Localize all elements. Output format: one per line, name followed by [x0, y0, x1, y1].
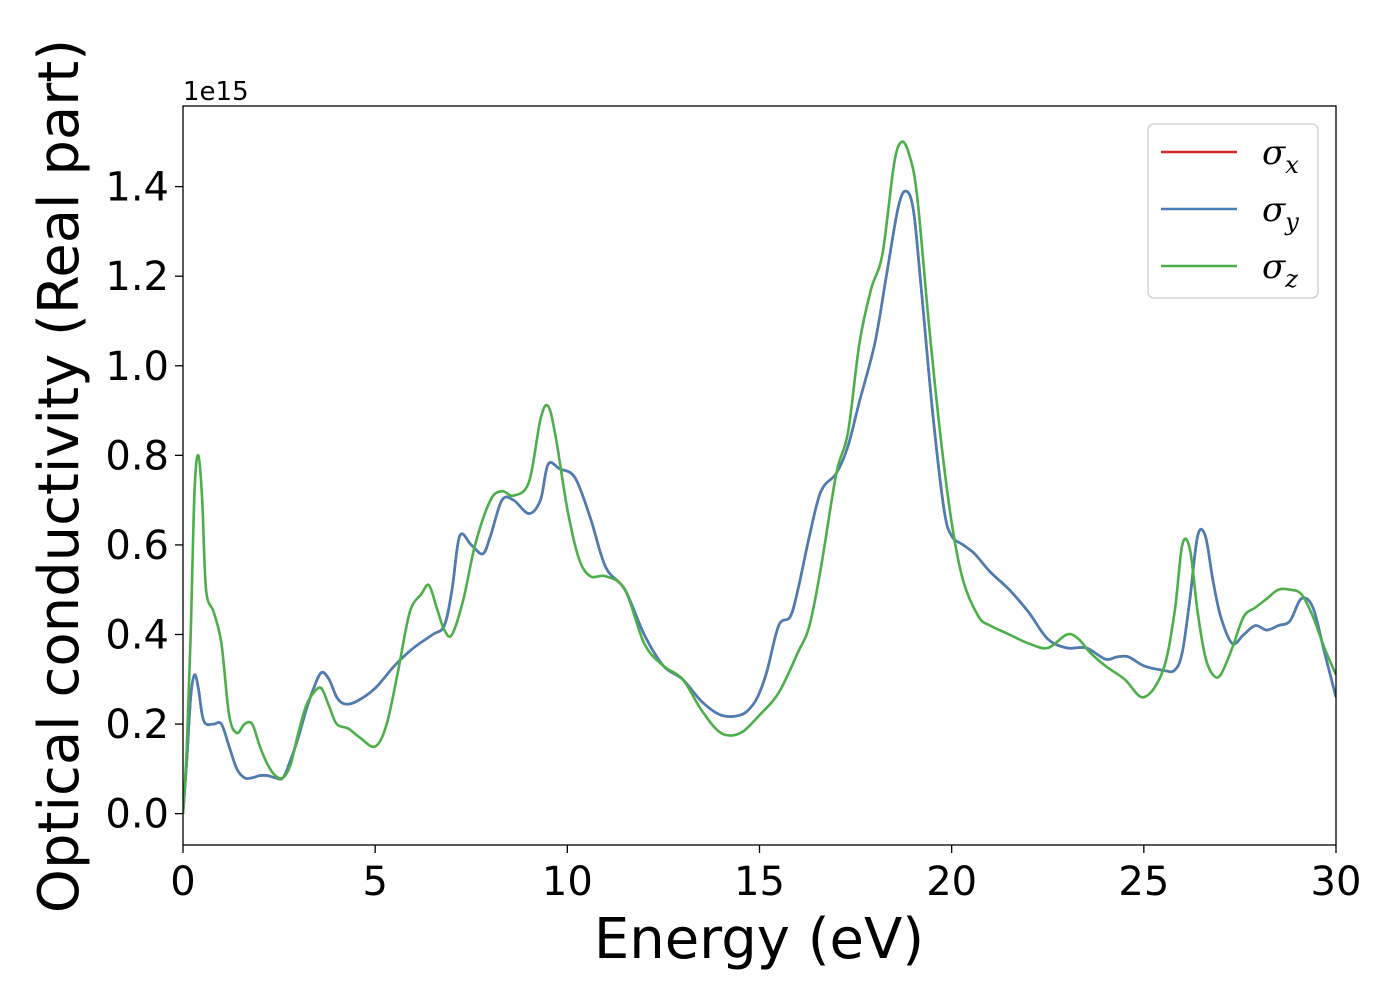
legend-symbol: σ — [1262, 133, 1286, 173]
legend-symbol: σ — [1262, 247, 1286, 287]
legend-label-y: σy — [1262, 190, 1299, 236]
x-tick-label: 25 — [1118, 859, 1169, 905]
x-tick-label: 20 — [926, 859, 977, 905]
x-tick-label: 5 — [362, 859, 387, 905]
series-line-z — [183, 140, 1336, 814]
x-tick-label: 10 — [542, 859, 593, 905]
y-axis: 0.0 0.2 0.4 0.6 0.8 1.0 1.2 1.4 — [105, 165, 183, 838]
y-tick-label: 0.0 — [105, 792, 169, 838]
y-tick-label: 0.4 — [105, 612, 169, 658]
x-axis-title: Energy (eV) — [594, 907, 924, 972]
legend-subscript: z — [1284, 265, 1298, 293]
y-axis-title: Optical conductivity (Real part) — [27, 39, 92, 913]
x-tick-label: 15 — [734, 859, 785, 905]
y-tick-label: 0.2 — [105, 702, 169, 748]
legend-label-z: σz — [1262, 247, 1298, 293]
legend-subscript: y — [1284, 208, 1299, 236]
legend-label-x: σx — [1262, 133, 1299, 179]
y-tick-label: 1.4 — [105, 165, 169, 211]
y-tick-label: 1.0 — [105, 344, 169, 390]
y-tick-label: 0.6 — [105, 523, 169, 569]
y-offset-label: 1e15 — [183, 77, 249, 107]
x-tick-label: 0 — [170, 859, 195, 905]
legend-box — [1147, 123, 1319, 299]
x-tick-label: 30 — [1311, 859, 1362, 905]
x-axis: 0 5 10 15 20 25 30 — [170, 845, 1361, 905]
series-layer — [183, 140, 1336, 814]
legend-subscript: x — [1285, 151, 1299, 179]
y-tick-label: 1.2 — [105, 254, 169, 300]
legend-symbol: σ — [1262, 190, 1286, 230]
y-tick-label: 0.8 — [105, 433, 169, 479]
